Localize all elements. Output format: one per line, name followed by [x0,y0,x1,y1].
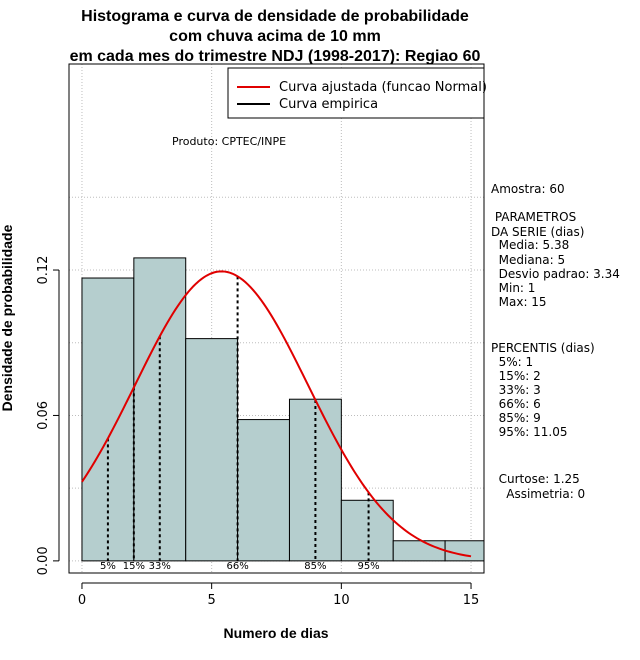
stat-line: PARAMETROS [491,210,576,224]
histogram-bars [81,257,485,562]
product-label: Produto: CPTEC/INPE [172,135,286,148]
normal-curve-path [81,270,472,558]
stat-line: 95%: 11.05 [491,425,568,439]
legend-label-empirical: Curva empirica [279,97,378,112]
stat-line: 85%: 9 [491,411,541,425]
histogram-bar [237,419,290,562]
x-axis-title: Numero de dias [223,625,328,641]
x-tick-label: 5 [208,593,216,608]
stat-line: Curtose: 1.25 [491,472,580,486]
legend-box [227,67,485,119]
histogram-bar [81,277,135,562]
x-tick-label: 10 [333,593,350,608]
y-axis-title: Densidade de probabilidade [0,224,15,411]
stat-line: Min: 1 [491,281,535,295]
stat-line: PERCENTIS (dias) [491,341,595,355]
histogram-bar [340,499,394,562]
percentile-label: 95% [357,561,379,572]
normal-curve [81,270,472,558]
percentile-label: 33% [149,561,171,572]
x-tick-label: 0 [78,593,86,608]
stat-line: 66%: 6 [491,397,541,411]
histogram-bar [392,540,446,562]
stat-line: Mediana: 5 [491,253,565,267]
percentile-label: 5% [100,561,116,572]
x-tick-label: 15 [463,593,480,608]
stat-line: 33%: 3 [491,383,541,397]
title-line-2: com chuva acima de 10 mm [169,28,381,45]
percentile-label: 15% [123,561,145,572]
y-tick-label: 0.06 [36,401,51,430]
stat-line: Assimetria: 0 [491,487,585,501]
title-line-1: Histograma e curva de densidade de proba… [81,8,469,25]
legend-label-fitted: Curva ajustada (funcao Normal) [279,80,487,95]
histogram-bar [444,540,485,562]
stat-line: DA SERIE (dias) [491,225,584,239]
plot-frame [68,63,485,574]
title-line-3: em cada mes do trimestre NDJ (1998-2017)… [70,48,481,65]
legend: Curva ajustada (funcao Normal) Curva empi… [227,67,487,119]
chart-title: Histograma e curva de densidade de proba… [70,8,481,65]
stat-line: Amostra: 60 [491,182,565,196]
axes: 0 5 10 15 0.00 0.06 0.12 [36,256,479,608]
histogram-bar [185,338,239,562]
percentile-label: 85% [304,561,326,572]
percentile-label: 66% [226,561,248,572]
stat-line: Desvio padrao: 3.34 [491,267,620,281]
stat-line: Media: 5.38 [491,238,569,252]
stat-line: Max: 15 [491,295,547,309]
y-tick-label: 0.00 [36,546,51,575]
stat-line: 5%: 1 [491,355,533,369]
percentile-lines: 5% 15% 33% 66% 85% 95% [100,276,380,572]
y-tick-label: 0.12 [36,256,51,285]
stat-line: 15%: 2 [491,369,541,383]
